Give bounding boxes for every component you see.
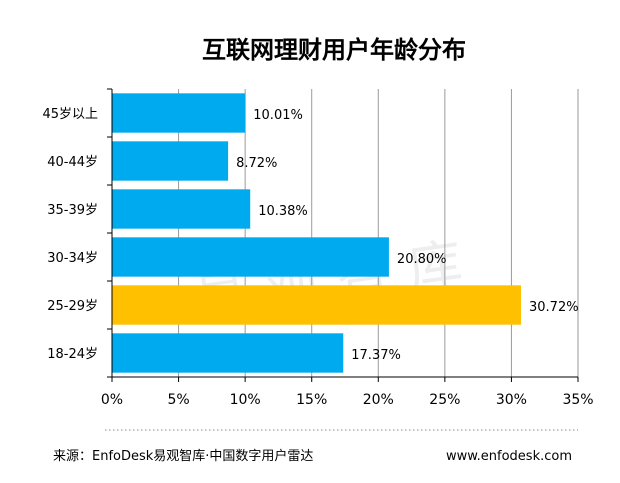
grid-lines	[178, 89, 579, 377]
data-label: 17.37%	[351, 348, 401, 363]
bars	[112, 93, 522, 373]
x-tick-label: 20%	[363, 392, 394, 408]
x-tick-label: 35%	[562, 392, 593, 408]
data-label: 30.72%	[529, 300, 579, 315]
bar	[112, 141, 229, 181]
x-tick-label: 5%	[167, 392, 189, 408]
category-label: 40-44岁	[47, 155, 98, 170]
data-label: 10.01%	[253, 108, 303, 123]
data-label: 8.72%	[236, 156, 277, 171]
bar	[112, 237, 389, 277]
x-tick-label: 0%	[101, 392, 123, 408]
category-label: 30-34岁	[47, 251, 98, 266]
category-label: 45岁以上	[42, 107, 98, 122]
source-note: 来源：EnfoDesk易观智库·中国数字用户雷达	[53, 448, 313, 464]
category-label: 35-39岁	[47, 203, 98, 218]
bar	[112, 93, 246, 133]
chart-title: 互联网理财用户年龄分布	[202, 36, 466, 64]
x-tick-label: 30%	[496, 392, 527, 408]
x-tick-label: 15%	[296, 392, 327, 408]
category-label: 25-29岁	[47, 299, 98, 314]
data-label: 10.38%	[258, 204, 308, 219]
data-label: 20.80%	[397, 252, 447, 267]
bar	[112, 189, 251, 229]
x-tick-label: 25%	[429, 392, 460, 408]
bar	[112, 285, 522, 325]
axes	[107, 88, 579, 382]
category-label: 18-24岁	[47, 347, 98, 362]
source-url: www.enfodesk.com	[446, 449, 572, 464]
bar	[112, 333, 344, 373]
labels: 0% 5% 10% 15% 20% 25% 30% 35% 45岁以上 10.01% 40-44岁 8…	[42, 107, 593, 408]
x-tick-label: 10%	[230, 392, 261, 408]
